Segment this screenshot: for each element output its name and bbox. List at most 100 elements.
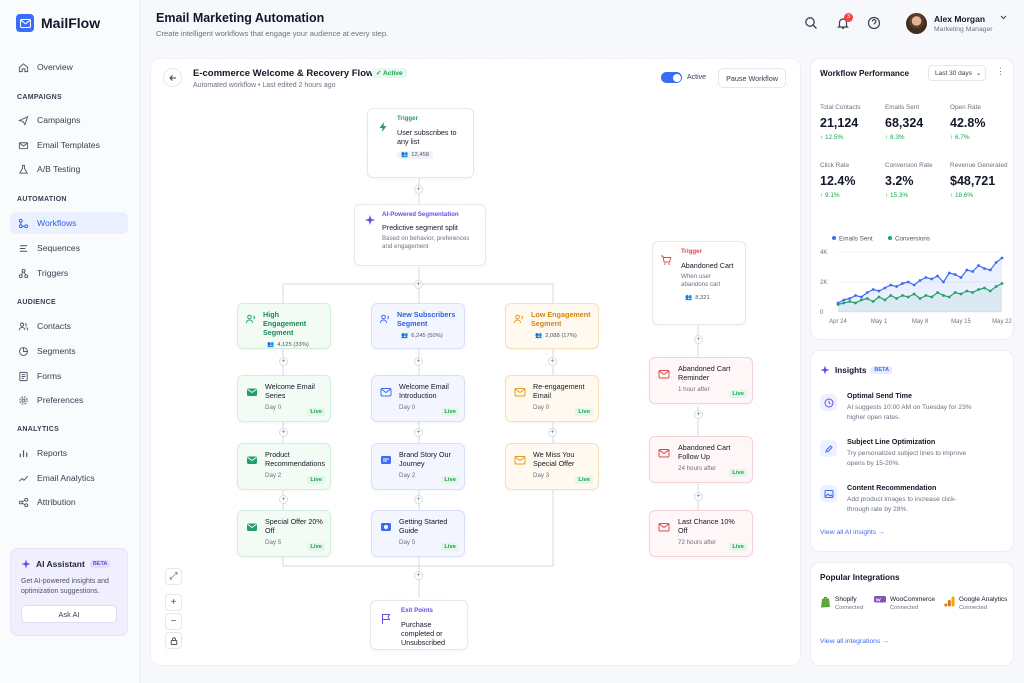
email-node[interactable]: Re-engagement Email Day 0 Live xyxy=(505,375,599,422)
envelope-icon xyxy=(247,388,257,396)
sidebar-item-label: Attribution xyxy=(37,497,76,507)
app-logo[interactable]: MailFlow xyxy=(16,14,100,32)
add-step-button[interactable]: + xyxy=(414,185,423,194)
integration-shopify[interactable]: Shopify Connected xyxy=(820,596,868,611)
cart-email-node[interactable]: Abandoned Cart Reminder 1 hour after Liv… xyxy=(649,357,753,404)
x-tick-label: May 8 xyxy=(912,319,929,325)
add-step-button[interactable]: + xyxy=(548,428,557,437)
node-delay: Day 5 xyxy=(265,539,282,546)
email-node[interactable]: Welcome Email Introduction Day 0 Live xyxy=(371,375,465,422)
ask-ai-button[interactable]: Ask AI xyxy=(21,605,117,623)
view-all-insights-link[interactable]: View all AI insights → xyxy=(820,529,885,536)
date-range-select[interactable]: Last 30 days ⌄ xyxy=(928,65,986,81)
segment-node-new-subscribers[interactable]: New Subscribers Segment 👥 6,245 (50%) xyxy=(371,303,465,349)
users-icon: 👥 xyxy=(535,333,543,339)
sidebar-item-forms[interactable]: Forms xyxy=(10,365,128,387)
lock-button[interactable] xyxy=(165,632,182,649)
email-node[interactable]: Getting Started Guide Day 5 Live xyxy=(371,510,465,557)
integration-google-analytics[interactable]: Google Analytics Connected xyxy=(944,596,1018,611)
add-step-button[interactable]: + xyxy=(694,335,703,344)
insight-item[interactable]: Subject Line Optimization Try personalize… xyxy=(847,437,1007,469)
add-step-button[interactable]: + xyxy=(414,571,423,580)
trigger-node[interactable]: Trigger User subscribes to any list 👥 12,… xyxy=(367,108,474,178)
node-title: User subscribes to any list xyxy=(397,127,457,146)
data-point xyxy=(906,295,910,299)
count-pill: 👥 2,088 (17%) xyxy=(531,332,581,340)
ai-segmentation-node[interactable]: AI-Powered Segmentation Predictive segme… xyxy=(354,204,486,266)
add-step-button[interactable]: + xyxy=(279,428,288,437)
arrow-up-icon: ↑ xyxy=(885,192,890,199)
active-toggle[interactable] xyxy=(661,72,682,83)
add-step-button[interactable]: + xyxy=(279,495,288,504)
pause-workflow-button[interactable]: Pause Workflow xyxy=(718,68,786,88)
sidebar-item-campaigns[interactable]: Campaigns xyxy=(10,109,128,131)
sidebar-item-workflows[interactable]: Workflows xyxy=(10,212,128,234)
users-icon xyxy=(18,322,29,330)
sidebar-item-overview[interactable]: Overview xyxy=(10,56,128,78)
add-step-button[interactable]: + xyxy=(694,410,703,419)
add-step-button[interactable]: + xyxy=(279,357,288,366)
add-step-button[interactable]: + xyxy=(694,492,703,501)
add-step-button[interactable]: + xyxy=(414,428,423,437)
insight-item[interactable]: Optimal Send Time AI suggests 10:00 AM on… xyxy=(847,391,1007,423)
zoom-out-button[interactable]: − xyxy=(165,613,182,630)
add-step-button[interactable]: + xyxy=(414,495,423,504)
email-node[interactable]: Welcome Email Series Day 0 Live xyxy=(237,375,331,422)
envelope-icon xyxy=(658,523,670,532)
zoom-in-button[interactable]: + xyxy=(165,594,182,611)
sidebar-item-preferences[interactable]: Preferences xyxy=(10,389,128,411)
sidebar-item-segments[interactable]: Segments xyxy=(10,340,128,362)
sidebar-item-sequences[interactable]: Sequences xyxy=(10,237,128,259)
email-node[interactable]: We Miss You Special Offer Day 3 Live xyxy=(505,443,599,490)
integration-woocommerce[interactable]: WooCommerce Connected xyxy=(874,596,938,611)
data-point xyxy=(912,283,916,287)
chevron-down-icon[interactable] xyxy=(1000,15,1007,20)
sidebar-item-triggers[interactable]: Triggers xyxy=(10,262,128,284)
cart-trigger-node[interactable]: Trigger Abandoned Cart When user abandon… xyxy=(652,241,746,325)
sidebar-item-email-analytics[interactable]: Email Analytics xyxy=(10,467,128,489)
sidebar-item-email-templates[interactable]: Email Templates xyxy=(10,134,128,156)
insight-item[interactable]: Content Recommendation Add product images… xyxy=(847,483,1007,515)
node-title: Abandoned Cart Reminder xyxy=(678,364,731,382)
user-name[interactable]: Alex Morgan xyxy=(934,14,986,24)
data-point xyxy=(994,261,998,264)
data-point xyxy=(889,294,893,297)
kpi-emails-sent: Emails Sent 68,324 ↑ 8.3% xyxy=(885,104,923,141)
exit-node[interactable]: Exit Points Purchase completed or Unsubs… xyxy=(370,600,468,650)
kpi-change: ↑ 6.7% xyxy=(950,134,985,141)
data-point xyxy=(883,298,887,302)
sidebar-item-ab-testing[interactable]: A/B Testing xyxy=(10,158,128,180)
email-node[interactable]: Brand Story Our Journey Day 2 Live xyxy=(371,443,465,490)
cart-email-node[interactable]: Abandoned Cart Follow Up 24 hours after … xyxy=(649,436,753,483)
email-node[interactable]: Special Offer 20% Off Day 5 Live xyxy=(237,510,331,557)
data-point xyxy=(994,285,998,288)
fit-view-button[interactable]: ⤢ xyxy=(165,568,182,585)
cart-email-node[interactable]: Last Chance 10% Off 72 hours after Live xyxy=(649,510,753,557)
back-button[interactable] xyxy=(163,68,182,87)
sidebar-item-label: Email Templates xyxy=(37,140,100,150)
kpi-value: $48,721 xyxy=(950,174,996,188)
segment-node-low-engagement[interactable]: Low Engagement Segment 👥 2,088 (17%) xyxy=(505,303,599,349)
add-step-button[interactable]: + xyxy=(414,357,423,366)
avatar[interactable] xyxy=(906,13,927,34)
data-point xyxy=(930,277,934,281)
data-point xyxy=(842,298,846,302)
segment-node-high-engagement[interactable]: High Engagement Segment 👥 4,125 (33%) xyxy=(237,303,331,349)
add-step-button[interactable]: + xyxy=(548,357,557,366)
node-title: Abandoned Cart Follow Up xyxy=(678,443,731,461)
more-options-icon[interactable]: ⋮ xyxy=(996,66,1005,76)
sidebar-item-contacts[interactable]: Contacts xyxy=(10,315,128,337)
help-icon[interactable] xyxy=(867,16,881,30)
email-node[interactable]: Product Recommendations Day 2 Live xyxy=(237,443,331,490)
trend-icon xyxy=(19,475,28,482)
view-all-integrations-link[interactable]: View all integrations → xyxy=(820,638,890,645)
sidebar-item-reports[interactable]: Reports xyxy=(10,442,128,464)
sidebar-item-attribution[interactable]: Attribution xyxy=(10,491,128,513)
add-step-button[interactable]: + xyxy=(414,280,423,289)
notification-badge: 3 xyxy=(844,13,853,22)
search-icon[interactable] xyxy=(804,16,818,30)
series-area xyxy=(838,258,1002,312)
integrations-panel xyxy=(810,562,1014,666)
data-point xyxy=(860,295,863,299)
node-title: Last Chance 10% Off xyxy=(678,517,735,535)
